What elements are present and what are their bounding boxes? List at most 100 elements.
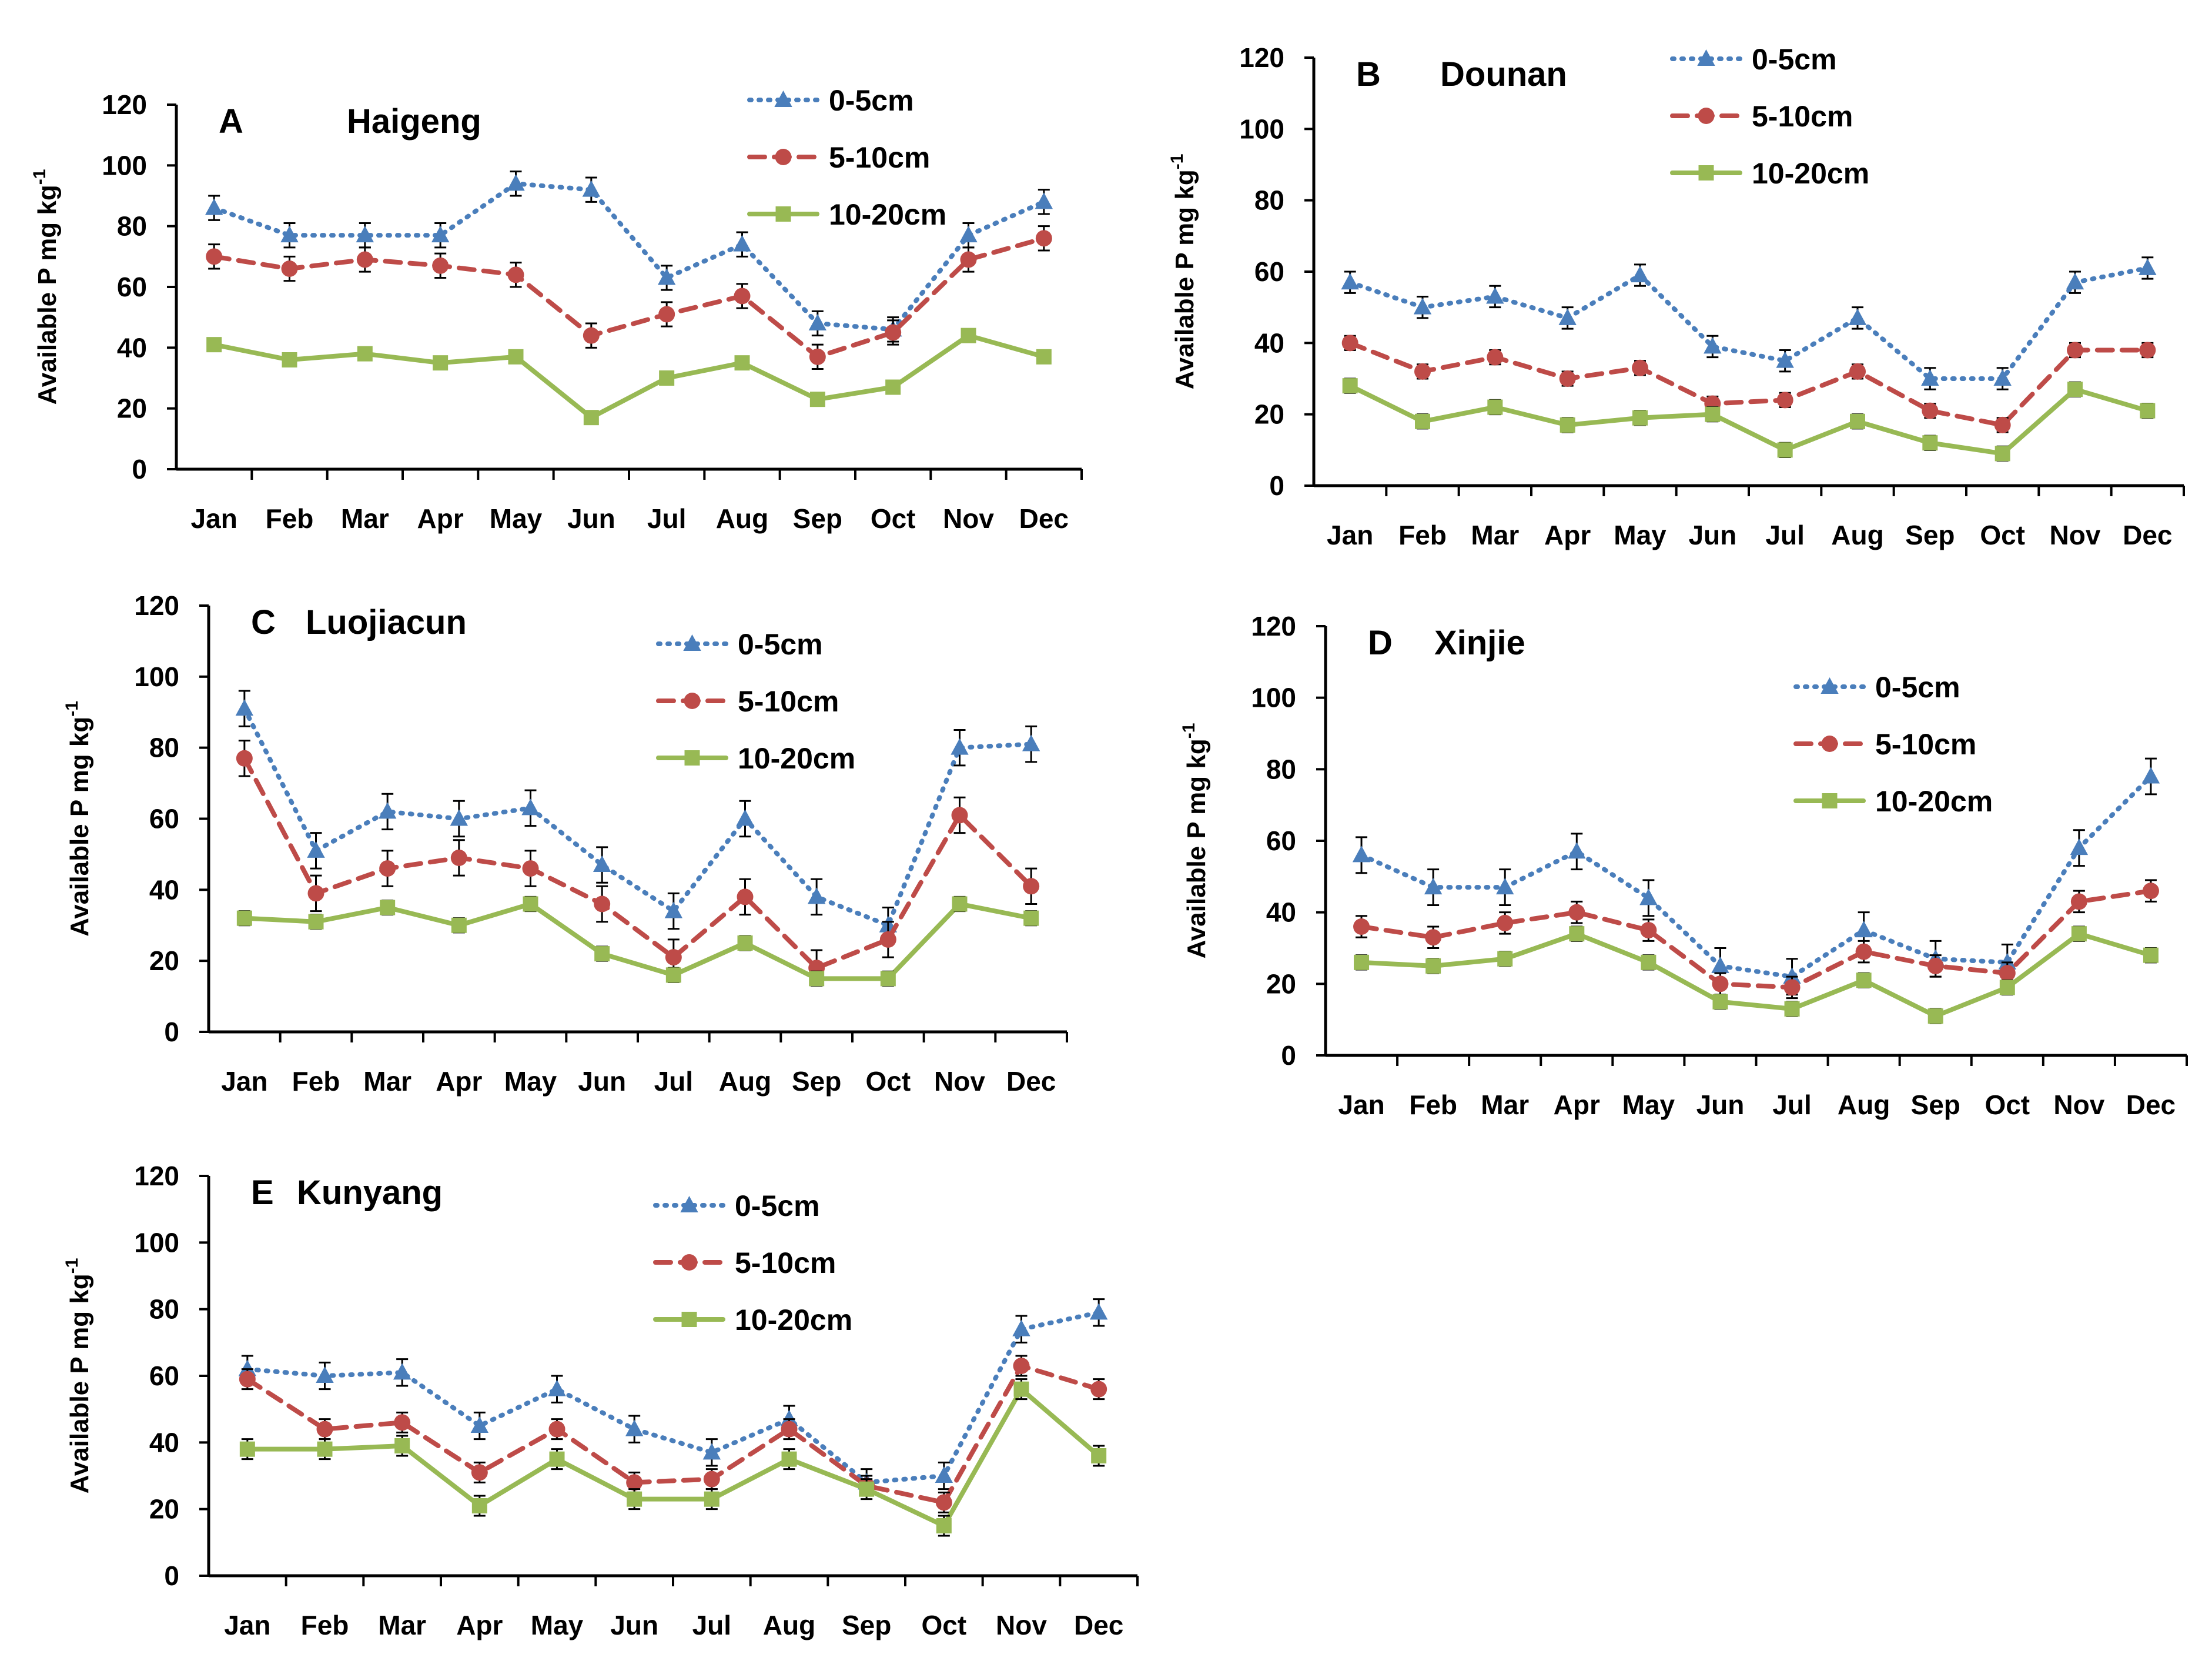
data-point bbox=[308, 914, 324, 930]
data-point bbox=[471, 1498, 487, 1513]
data-point bbox=[431, 226, 450, 243]
data-point bbox=[432, 257, 449, 274]
panel-letter: C bbox=[251, 603, 276, 641]
data-point bbox=[737, 935, 753, 951]
panel-title: Kunyang bbox=[297, 1174, 443, 1212]
data-point bbox=[594, 895, 611, 913]
y-tick-label: 0 bbox=[164, 1017, 179, 1047]
panel-title: Xinjie bbox=[1434, 624, 1525, 662]
legend-label: 10-20cm bbox=[735, 1304, 852, 1336]
data-point bbox=[1631, 266, 1649, 283]
series-10-20cm bbox=[1354, 925, 2159, 1024]
x-tick-label: Nov bbox=[996, 1610, 1047, 1640]
data-point bbox=[507, 266, 524, 283]
x-tick-label: May bbox=[1622, 1089, 1675, 1120]
x-tick-label: Apr bbox=[436, 1066, 482, 1097]
data-point bbox=[235, 699, 254, 716]
series-line bbox=[1359, 931, 2153, 1019]
data-point bbox=[433, 355, 449, 371]
y-tick-label: 100 bbox=[134, 1227, 179, 1258]
series-line bbox=[245, 1310, 1102, 1485]
x-tick-label: Jul bbox=[692, 1610, 731, 1640]
data-point bbox=[1855, 921, 1873, 938]
y-tick-label: 120 bbox=[102, 89, 147, 120]
data-point bbox=[734, 355, 750, 371]
data-point bbox=[1568, 842, 1586, 859]
data-point bbox=[239, 1441, 255, 1457]
data-point bbox=[548, 1379, 566, 1396]
data-point bbox=[704, 1491, 720, 1507]
series-0-5cm bbox=[1352, 757, 2160, 996]
data-point bbox=[508, 349, 524, 365]
legend: 0-5cm 5-10cm 10-20cm bbox=[747, 84, 946, 231]
y-tick-label: 20 bbox=[149, 1494, 179, 1525]
x-tick-label: May bbox=[504, 1066, 557, 1097]
data-point bbox=[951, 807, 968, 824]
series-line bbox=[212, 236, 1046, 359]
data-point bbox=[316, 1421, 333, 1438]
x-tick-label: Jul bbox=[1772, 1089, 1811, 1120]
data-point bbox=[626, 1474, 643, 1491]
data-point bbox=[307, 885, 324, 902]
x-tick-label: May bbox=[1614, 520, 1666, 550]
y-tick-label: 60 bbox=[1266, 826, 1296, 856]
data-point bbox=[594, 946, 610, 962]
legend-label: 5-10cm bbox=[1752, 100, 1853, 133]
data-point bbox=[356, 226, 374, 243]
data-point bbox=[1091, 1448, 1107, 1463]
series-0-5cm bbox=[1341, 256, 2157, 390]
data-point bbox=[960, 251, 977, 268]
data-point bbox=[885, 324, 902, 341]
series-line bbox=[212, 333, 1046, 420]
data-point bbox=[1425, 929, 1442, 946]
legend-label: 10-20cm bbox=[738, 742, 855, 775]
data-point bbox=[1341, 335, 1358, 352]
data-point bbox=[378, 802, 397, 819]
x-tick-label: Jan bbox=[1338, 1089, 1384, 1120]
data-point bbox=[2070, 893, 2087, 910]
legend-label: 10-20cm bbox=[829, 198, 946, 231]
series-line bbox=[1359, 888, 2153, 990]
panel-title: Haigeng bbox=[347, 102, 481, 141]
data-point bbox=[1090, 1381, 1107, 1398]
x-tick-label: Feb bbox=[292, 1066, 340, 1097]
panel-letter: D bbox=[1368, 624, 1393, 662]
data-point bbox=[1012, 1319, 1030, 1336]
x-tick-label: Apr bbox=[1544, 520, 1591, 550]
data-point bbox=[1777, 442, 1793, 458]
x-tick-label: Jun bbox=[1696, 1089, 1745, 1120]
x-tick-label: Dec bbox=[2123, 520, 2172, 550]
x-tick-label: Nov bbox=[943, 503, 994, 534]
legend-marker bbox=[775, 206, 791, 222]
x-tick-label: Aug bbox=[716, 503, 768, 534]
data-point bbox=[961, 327, 976, 343]
x-tick-label: Oct bbox=[871, 503, 916, 534]
legend-marker bbox=[1698, 108, 1715, 124]
data-point bbox=[2070, 838, 2089, 855]
x-tick-label: Dec bbox=[1074, 1610, 1123, 1640]
data-point bbox=[736, 809, 754, 826]
x-tick-label: May bbox=[490, 503, 543, 534]
panel-d: 0 20 40 60 80 100 120 Jan Feb Mar Apr May Jun Jul Aug S… bbox=[1179, 611, 2188, 1120]
data-point bbox=[951, 738, 969, 755]
data-point bbox=[1424, 878, 1443, 895]
y-tick-label: 120 bbox=[134, 590, 179, 621]
y-tick-label: 100 bbox=[102, 150, 147, 181]
data-point bbox=[2067, 342, 2083, 359]
data-point bbox=[2066, 273, 2084, 290]
y-axis-title: Available P mg kg-1 bbox=[1179, 723, 1211, 959]
x-tick-label: Feb bbox=[1409, 1089, 1457, 1120]
y-tick-label: 20 bbox=[1254, 399, 1284, 430]
data-point bbox=[316, 1366, 334, 1383]
data-point bbox=[1569, 926, 1585, 942]
data-point bbox=[1497, 914, 1514, 931]
data-point bbox=[1568, 904, 1585, 921]
legend: 0-5cm 5-10cm 10-20cm bbox=[1793, 671, 1993, 818]
y-tick-label: 120 bbox=[1251, 611, 1296, 641]
data-point bbox=[880, 971, 896, 987]
data-point bbox=[935, 1466, 953, 1483]
x-tick-label: Aug bbox=[1838, 1089, 1890, 1120]
data-point bbox=[1850, 413, 1865, 429]
legend-label: 5-10cm bbox=[829, 141, 930, 174]
data-point bbox=[2142, 883, 2159, 900]
